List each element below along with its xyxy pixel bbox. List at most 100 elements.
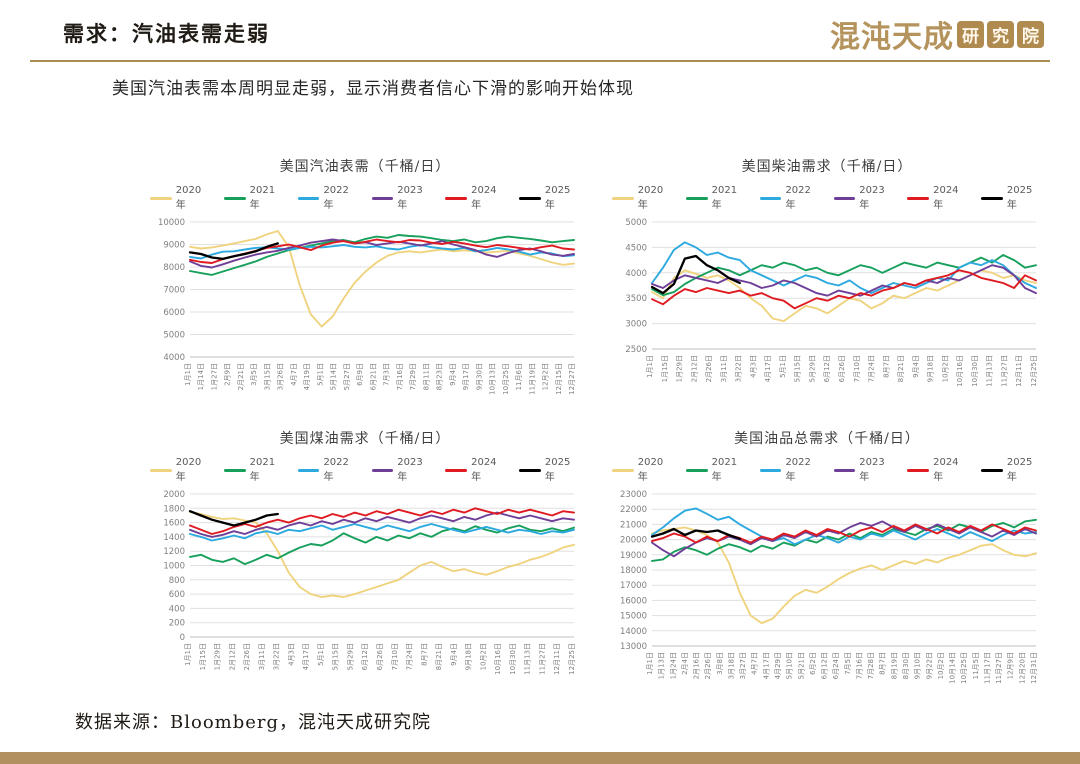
x-tick-label: 2月26日: [705, 355, 713, 382]
x-tick-label: 4月17日: [302, 643, 310, 670]
chart-us-diesel-demand: 美国柴油需求（千桶/日） 2020年 2021年 2022年 2023年 2024年 20…: [612, 156, 1042, 405]
legend-item: 2020年: [612, 185, 673, 211]
legend-swatch: [981, 196, 1003, 200]
legend-swatch: [371, 196, 394, 200]
series-line-2021年: [189, 524, 575, 566]
legend-swatch: [612, 196, 634, 200]
logo-wordmark: 混沌天成: [830, 20, 954, 55]
x-tick-label: 3月26日: [277, 363, 285, 390]
x-tick-label: 5月10日: [786, 652, 794, 679]
legend-swatch: [519, 468, 541, 472]
chart-legend: 2020年 2021年 2022年 2023年 2024年 2025年: [150, 185, 580, 211]
y-tick-label: 18000: [620, 566, 647, 576]
y-tick-label: 2000: [163, 490, 185, 500]
legend-item: 2025年: [519, 185, 580, 211]
x-tick-label: 10月2日: [479, 643, 487, 670]
legend-label: 2022年: [323, 457, 349, 483]
legend-swatch: [223, 468, 246, 472]
y-tick-label: 8000: [163, 263, 185, 273]
legend-swatch: [759, 468, 782, 472]
legend-swatch: [759, 196, 782, 200]
x-tick-label: 1月15日: [199, 643, 207, 670]
x-tick-label: 2月16日: [693, 652, 701, 679]
y-tick-label: 22000: [620, 505, 647, 515]
x-tick-label: 9月4日: [449, 363, 457, 386]
logo-seal-stamp: 究: [987, 20, 1014, 48]
y-tick-label: 1600: [163, 519, 185, 529]
x-tick-label: 1月29日: [214, 643, 222, 670]
y-tick-label: 23000: [620, 490, 647, 500]
x-tick-label: 7月16日: [855, 652, 863, 679]
x-tick-label: 11月6日: [515, 363, 523, 390]
x-tick-label: 10月30日: [509, 643, 517, 675]
x-tick-label: 8月19日: [890, 652, 898, 679]
y-tick-label: 4500: [625, 243, 647, 253]
x-tick-label: 9月18日: [465, 643, 473, 670]
legend-item: 2021年: [223, 185, 285, 211]
x-tick-label: 9月18日: [927, 355, 935, 382]
x-tick-label: 8月23日: [436, 363, 444, 390]
x-tick-label: 10月25日: [960, 652, 968, 684]
series-line-2022年: [651, 241, 1037, 295]
legend-label: 2020年: [175, 457, 202, 483]
x-tick-label: 10月2日: [937, 652, 945, 679]
slide-subtitle: 美国汽油表需本周明显走弱，显示消费者信心下滑的影响开始体现: [112, 79, 634, 99]
x-tick-label: 3月22日: [735, 355, 743, 382]
legend-item: 2025年: [519, 457, 580, 483]
legend-swatch: [150, 468, 172, 472]
x-tick-label: 11月27日: [538, 643, 546, 675]
legend-label: 2021年: [711, 457, 738, 483]
y-tick-label: 21000: [620, 520, 647, 530]
legend-item: 2022年: [759, 185, 821, 211]
x-tick-label: 4月17日: [762, 652, 770, 679]
legend-item: 2021年: [685, 185, 747, 211]
x-tick-label: 12月25日: [568, 643, 576, 675]
x-tick-label: 8月21日: [435, 643, 443, 670]
x-tick-label: 6月24日: [832, 652, 840, 679]
x-tick-label: 11月27日: [1000, 355, 1008, 387]
x-tick-label: 6月26日: [838, 355, 846, 382]
x-tick-label: 4月17日: [764, 355, 772, 382]
x-tick-label: 2月12日: [690, 355, 698, 382]
x-tick-label: 2月26日: [704, 652, 712, 679]
x-tick-label: 10月16日: [956, 355, 964, 387]
x-tick-label: 6月12日: [823, 355, 831, 382]
series-line-2024年: [651, 523, 1037, 544]
x-tick-label: 8月7日: [882, 355, 890, 378]
x-tick-label: 6月12日: [821, 652, 829, 679]
legend-item: 2020年: [150, 185, 211, 211]
legend-label: 2022年: [785, 185, 811, 211]
x-tick-label: 5月1日: [316, 363, 324, 386]
legend-swatch: [445, 196, 468, 200]
series-line-2020年: [651, 269, 1037, 323]
x-tick-label: 12月2日: [542, 363, 550, 390]
x-tick-label: 2月9日: [224, 363, 232, 386]
x-tick-label: 5月21日: [797, 652, 805, 679]
x-tick-label: 11月19日: [528, 363, 536, 395]
y-tick-label: 1800: [163, 504, 185, 514]
x-tick-label: 9月17日: [462, 363, 470, 390]
x-tick-label: 10月25日: [502, 363, 510, 395]
series-line-2025年: [188, 510, 279, 527]
x-tick-label: 4月7日: [751, 652, 759, 675]
legend-label: 2020年: [637, 185, 664, 211]
legend-label: 2025年: [1006, 457, 1033, 483]
x-tick-label: 11月17日: [983, 652, 991, 684]
x-tick-label: 8月7日: [879, 652, 887, 675]
x-tick-label: 1月29日: [676, 355, 684, 382]
x-tick-label: 9月10日: [914, 652, 922, 679]
x-tick-label: 3月11日: [258, 643, 266, 670]
chart-legend: 2020年 2021年 2022年 2023年 2024年 2025年: [612, 185, 1042, 211]
chart-legend: 2020年 2021年 2022年 2023年 2024年 2025年: [612, 457, 1042, 483]
y-tick-label: 3500: [625, 294, 647, 304]
legend-swatch: [907, 468, 930, 472]
x-tick-label: 7月5日: [844, 652, 852, 675]
legend-item: 2022年: [297, 185, 359, 211]
legend-swatch: [833, 196, 856, 200]
legend-label: 2023年: [397, 185, 423, 211]
legend-item: 2023年: [833, 185, 895, 211]
x-tick-label: 6月9日: [356, 363, 364, 386]
x-tick-label: 12月27日: [568, 363, 576, 395]
x-tick-label: 7月28日: [867, 652, 875, 679]
